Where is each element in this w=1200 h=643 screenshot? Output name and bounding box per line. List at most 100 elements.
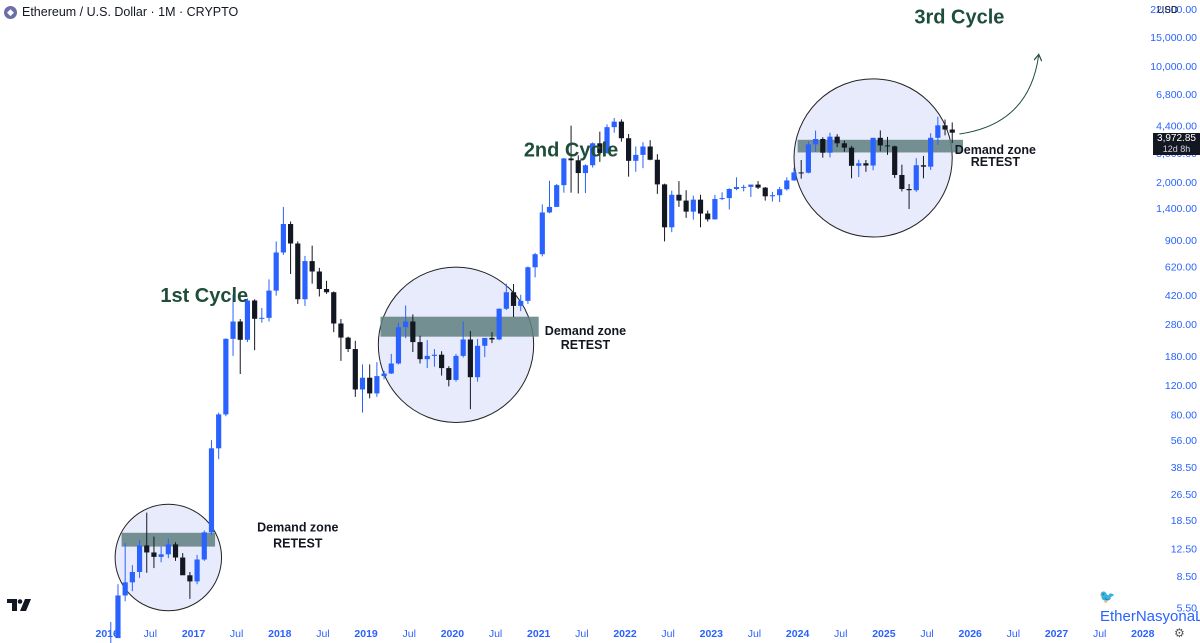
candle-body xyxy=(920,165,927,167)
candle-body xyxy=(439,354,445,369)
candle-body xyxy=(812,138,819,145)
symbol-header[interactable]: ◆ Ethereum / U.S. Dollar · 1M · CRYPTO xyxy=(4,3,238,21)
candle-body xyxy=(151,552,157,557)
candle-body xyxy=(367,377,373,394)
x-tick-label: Jul xyxy=(144,628,157,640)
y-tick-label: 22,000.00 xyxy=(1150,4,1197,16)
candle-body xyxy=(942,125,948,130)
candle-body xyxy=(705,213,711,220)
y-tick-label: 6,800.00 xyxy=(1156,89,1197,101)
candle-body xyxy=(309,261,315,272)
y-tick-label: 120.00 xyxy=(1165,380,1197,392)
candle-body xyxy=(669,194,675,228)
candle-body xyxy=(280,224,286,253)
candle-body xyxy=(345,337,351,350)
candle-body xyxy=(554,185,560,207)
candle-body xyxy=(352,349,358,390)
candle-body xyxy=(784,180,790,190)
demand-zone-label: Demand zone xyxy=(257,520,338,534)
last-price-value: 3,972.85 xyxy=(1157,133,1196,144)
candle-body xyxy=(338,323,344,338)
candle-body xyxy=(892,146,898,175)
candle-body xyxy=(532,254,538,268)
candle-body xyxy=(331,292,337,324)
currency-label[interactable]: USD xyxy=(1157,5,1179,16)
candle-body xyxy=(575,160,581,174)
y-tick-label: 38.50 xyxy=(1171,462,1197,474)
y-tick-label: 8.50 xyxy=(1177,571,1198,583)
candle-body xyxy=(482,337,488,346)
candle-body xyxy=(136,545,143,572)
candle-body xyxy=(647,146,653,160)
candle-body xyxy=(697,199,704,214)
candle-body xyxy=(208,448,215,533)
candle-body xyxy=(496,308,502,340)
x-tick-label: Jul xyxy=(920,628,933,640)
candle-body xyxy=(870,137,876,166)
candle-body xyxy=(266,290,272,318)
candle-body xyxy=(683,200,689,212)
y-tick-label: 180.00 xyxy=(1165,351,1197,363)
candle-body xyxy=(518,300,524,306)
symbol-title[interactable]: Ethereum / U.S. Dollar · 1M · CRYPTO xyxy=(22,5,239,19)
x-axis[interactable]: 2016 Jul 2017 Jul 2018 Jul 2019 Jul 2020 Jul 2021 J… xyxy=(96,628,1155,640)
candle-body xyxy=(877,137,883,146)
tradingview-logo-icon[interactable] xyxy=(6,597,32,613)
candle-body xyxy=(661,184,668,228)
candle-body xyxy=(546,206,553,213)
y-tick-label: 620.00 xyxy=(1165,262,1197,274)
candle-body xyxy=(719,198,725,200)
candle-body xyxy=(733,187,740,190)
candle-body xyxy=(856,163,862,166)
y-tick-label: 12.50 xyxy=(1171,543,1197,555)
y-tick-label: 4,400.00 xyxy=(1156,120,1197,132)
demand-zone-label: RETEST xyxy=(971,155,1021,169)
y-axis[interactable]: 22,000.00 15,000.00 10,000.00 6,800.00 4,400… xyxy=(1150,4,1197,614)
x-tick-label: Jul xyxy=(748,628,761,640)
x-tick-label: 2027 xyxy=(1045,628,1069,640)
candle-body xyxy=(935,125,941,138)
candle-body xyxy=(144,545,150,553)
candle-body xyxy=(726,189,732,199)
candle-body xyxy=(122,582,128,596)
demand-zone-label: RETEST xyxy=(561,338,611,352)
y-tick-label: 2,000.00 xyxy=(1156,177,1197,189)
candle-body xyxy=(568,158,574,161)
candle-body xyxy=(618,121,624,139)
candle-body xyxy=(201,532,207,560)
x-tick-label: Jul xyxy=(1007,628,1020,640)
candle-body xyxy=(712,198,718,220)
y-tick-label: 280.00 xyxy=(1165,319,1197,331)
candle-body xyxy=(827,136,833,153)
candle-body xyxy=(216,414,222,449)
candle-body xyxy=(489,337,495,340)
x-tick-label: 2028 xyxy=(1131,628,1155,640)
x-tick-label: 2017 xyxy=(182,628,206,640)
x-tick-label: Jul xyxy=(834,628,847,640)
y-tick-label: 10,000.00 xyxy=(1150,61,1197,73)
candle-body xyxy=(626,138,632,161)
demand-zone-label: Demand zone xyxy=(545,324,626,338)
candle-body xyxy=(237,321,243,340)
y-tick-label: 1,400.00 xyxy=(1156,203,1197,215)
candle-body xyxy=(798,172,804,174)
y-tick-label: 420.00 xyxy=(1165,290,1197,302)
gear-icon[interactable]: ⚙ xyxy=(1174,626,1185,640)
candle-body xyxy=(244,300,251,340)
candle-body xyxy=(949,129,955,133)
cycle-label: 1st Cycle xyxy=(160,285,248,307)
candle-body xyxy=(172,544,179,558)
candle-body xyxy=(187,575,193,582)
candle-body xyxy=(359,377,366,390)
candle-body xyxy=(762,187,768,197)
y-tick-label: 80.00 xyxy=(1171,409,1197,421)
author-watermark: EtherNasyonaL xyxy=(1100,608,1200,625)
candle-body xyxy=(525,267,531,301)
x-tick-label: Jul xyxy=(316,628,329,640)
candle-body xyxy=(460,339,466,356)
candle-body xyxy=(165,544,171,555)
candle-body xyxy=(539,212,545,255)
candle-body xyxy=(252,300,258,319)
cycle-label: 2nd Cycle xyxy=(524,140,618,162)
